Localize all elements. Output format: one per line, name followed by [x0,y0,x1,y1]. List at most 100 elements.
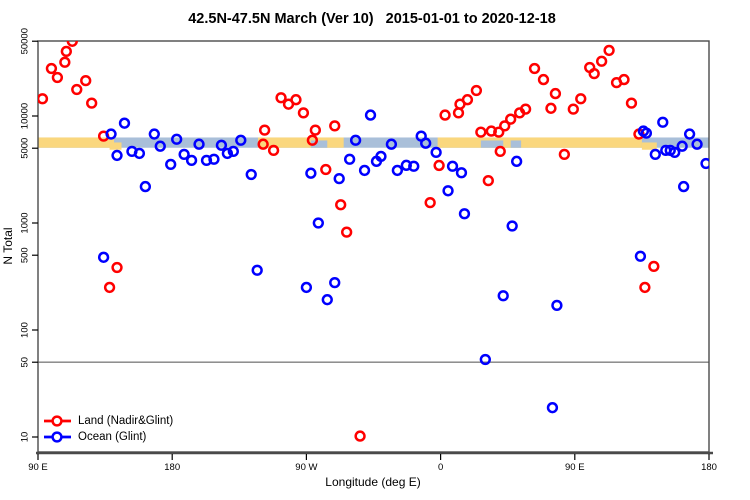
inland-water-patch [480,140,504,148]
ocean-point [691,138,703,150]
ocean-point [105,128,117,140]
x-tick-label: 180 [701,462,717,473]
land-point [549,87,562,100]
land-point [595,55,608,67]
land-point [309,124,321,136]
ocean-point [300,281,313,294]
land-point [433,159,445,172]
ocean-point [420,137,432,149]
land-point [513,107,526,119]
legend: Land (Nadir&Glint) Ocean (Glint) [44,415,173,443]
chart-title: 42.5N-47.5N March (Ver 10) 2015-01-01 to… [188,11,556,27]
land-point [558,148,571,161]
ocean-point [640,127,653,139]
land-point [60,45,72,57]
ocean-point [221,147,234,160]
ocean-point [649,148,661,161]
land-point [306,134,319,146]
land-point [335,199,347,211]
ocean-point [321,294,333,306]
ocean-point [208,153,220,165]
ocean-band [38,137,709,148]
y-tick-label: 10000 [20,103,31,129]
legend-label: Ocean (Glint) [78,431,147,443]
land-point [537,73,550,86]
y-axis-title: N Total [1,227,15,264]
ocean-point [171,133,183,145]
land-point [329,120,341,132]
data-points [38,41,709,442]
ocean-point [455,167,468,179]
inland-water-patch [510,140,522,148]
legend-marker [51,415,63,427]
y-tick-label: 10 [20,432,31,443]
ocean-point [343,153,356,165]
ocean-point [676,140,688,152]
land-point [297,107,310,119]
land-band-segment [38,137,115,148]
ocean-point [700,157,709,170]
ocean-series [97,109,709,414]
land-point [257,138,269,150]
ocean-point [349,134,362,146]
ocean-point [678,180,690,193]
ocean-point [215,139,228,151]
ocean-point [154,140,166,152]
land-series [38,41,660,442]
ocean-point [97,251,110,263]
ocean-point [139,180,152,193]
ocean-point [546,402,559,414]
land-point [59,56,71,68]
ocean-point [193,138,205,150]
ocean-point [551,299,563,311]
island-patch [109,142,122,150]
ocean-point [235,134,247,146]
land-point [267,144,280,157]
x-tick-label: 180 [164,462,180,473]
y-tick-label: 5000 [20,138,31,159]
ocean-point [408,160,420,172]
land-point [545,102,557,114]
land-point [470,84,483,97]
land-band-segment [437,137,642,148]
ocean-point [683,128,696,140]
ocean-point [148,128,160,140]
y-tick-label: 500 [20,247,31,263]
y-axis: 10 50 100 500 1000 5000 10000 50000 [20,28,38,443]
ocean-point [305,167,317,179]
land-point [625,97,638,109]
land-point [461,94,474,106]
ocean-point [364,109,377,121]
legend-label: Land (Nadir&Glint) [78,415,173,427]
land-band-segment [257,137,344,148]
ocean-point [497,290,509,302]
ocean-point [251,264,263,276]
ocean-point [479,353,491,366]
ocean-point [442,185,454,197]
land-point [258,124,271,136]
ocean-point [185,154,198,167]
land-point [354,430,366,442]
x-tick-label: 0 [438,462,443,473]
y-tick-label: 100 [20,322,31,338]
ocean-point [634,250,647,262]
ocean-point [510,155,523,167]
land-point [290,94,302,106]
ocean-point [430,146,442,159]
ocean-point [506,220,518,232]
coastline-strip [38,137,709,150]
land-point [482,174,494,187]
land-point [588,67,600,80]
ocean-point [391,164,404,177]
x-tick-label: 90 W [295,462,317,473]
land-point [499,120,511,132]
ocean-point [657,116,669,128]
land-point [341,226,353,238]
ocean-point [312,217,324,229]
land-point [505,113,517,125]
ocean-point [133,147,146,160]
land-point [567,103,579,115]
ocean-point [458,208,471,220]
ocean-point [375,150,387,163]
